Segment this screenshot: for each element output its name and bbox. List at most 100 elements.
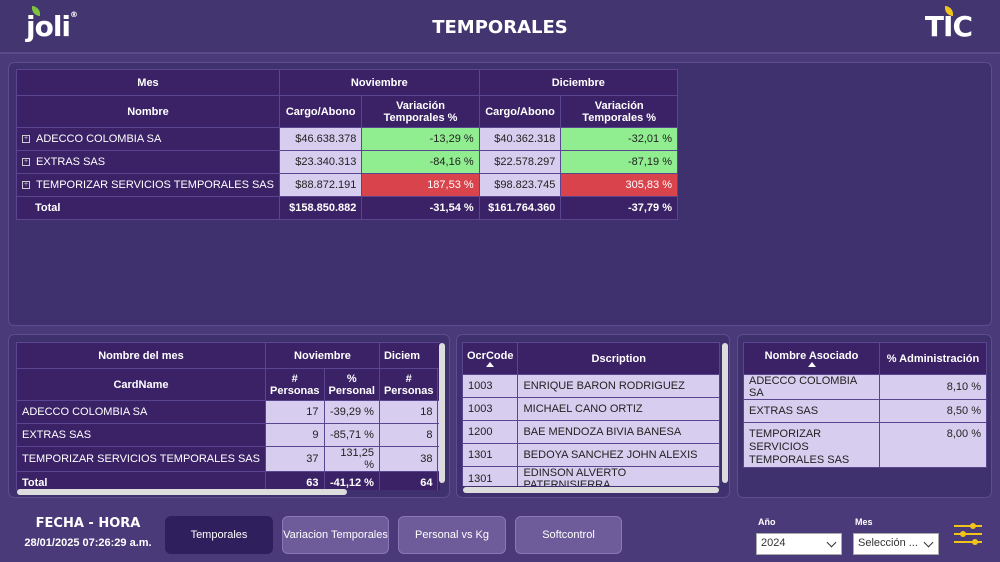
total-label: Total [16, 196, 280, 220]
cell-personas: 18 [378, 400, 439, 424]
cell-code: 1003 [462, 374, 519, 398]
cell-desc: MICHAEL CANO ORTIZ [517, 397, 720, 421]
cell-personas: 9 [264, 423, 325, 447]
cell-variacion: -84,16 % [361, 150, 480, 174]
header-description[interactable]: Dscription [517, 342, 720, 375]
cell-personas: 38 [378, 446, 439, 472]
month-slicer[interactable]: Selección ... [853, 533, 939, 555]
nav-softcontrol-button[interactable]: Softcontrol [515, 516, 622, 554]
sort-ascending-icon[interactable] [486, 362, 495, 367]
total-personas: 64 [378, 471, 439, 490]
filter-settings-icon[interactable] [954, 522, 982, 546]
cell-name: ADECCO COLOMBIA SA [743, 374, 880, 400]
personas-viewport[interactable]: Nombre del mes Noviembre Diciem CardName… [16, 342, 440, 490]
header-nombre[interactable]: Nombre [16, 95, 280, 128]
total-cargo: $158.850.882 [278, 196, 363, 220]
horizontal-scrollbar[interactable] [463, 487, 719, 493]
header-month-dic[interactable]: Diciembre [478, 69, 679, 96]
total-pct [437, 471, 440, 490]
cell-variacion: 187,53 % [361, 173, 480, 197]
table-row[interactable]: + EXTRAS SAS $23.340.313 -84,16 % $22.578… [16, 150, 678, 174]
datetime-display: FECHA - HORA 28/01/2025 07:26:29 a.m. [18, 516, 158, 549]
cell-variacion: -13,29 % [361, 127, 480, 151]
cell-desc: ENRIQUE BARON RODRIGUEZ [517, 374, 720, 398]
cell-personas: 17 [264, 400, 325, 424]
header-personas-dic[interactable]: # Personas [378, 368, 439, 401]
expand-icon[interactable]: + [22, 135, 30, 144]
datetime-value: 28/01/2025 07:26:29 a.m. [24, 537, 152, 549]
cell-cargo: $46.638.378 [278, 127, 363, 151]
header-variacion-dic[interactable]: Variación Temporales % [560, 95, 678, 128]
cell-pct: -39,29 % [323, 400, 380, 424]
table-row[interactable]: 1301 EDINSON ALVERTO PATERNISIERRA [462, 466, 720, 486]
cell-name: TEMPORIZAR SERVICIOS TEMPORALES SAS [743, 422, 880, 468]
table-row[interactable]: 1301 BEDOYA SANCHEZ JOHN ALEXIS [462, 443, 720, 467]
table-row[interactable]: EXTRAS SAS 8,50 % [743, 399, 987, 423]
table-row[interactable]: + TEMPORIZAR SERVICIOS TEMPORALES SAS $88… [16, 173, 678, 197]
nav-variacion-temporales-button[interactable]: Variacion Temporales [282, 516, 389, 554]
vertical-scrollbar[interactable] [439, 343, 445, 483]
table-row[interactable]: ADECCO COLOMBIA SA 17 -39,29 % 18 [16, 400, 440, 424]
administracion-panel: Nombre Asociado % Administración ADECCO … [737, 334, 992, 498]
cell-personas: 37 [264, 446, 325, 472]
cell-name: EXTRAS SAS [743, 399, 880, 423]
page-title: TEMPORALES [432, 17, 568, 38]
table-row[interactable]: 1003 ENRIQUE BARON RODRIGUEZ [462, 374, 720, 398]
ocr-panel: OcrCode Dscription 1003 ENRIQUE BARON RO… [456, 334, 730, 498]
nav-personal-vs-kg-button[interactable]: Personal vs Kg [398, 516, 506, 554]
expand-icon[interactable]: + [22, 181, 30, 190]
nav-temporales-button[interactable]: Temporales [165, 516, 273, 554]
cell-desc: EDINSON ALVERTO PATERNISIERRA [517, 466, 720, 486]
header-month-nov[interactable]: Noviembre [264, 342, 380, 369]
cargo-variacion-panel: Mes Noviembre Diciembre Nombre Cargo/Abo… [8, 62, 992, 326]
header-cargo-dic[interactable]: Cargo/Abono [478, 95, 562, 128]
header-ocrcode[interactable]: OcrCode [462, 342, 519, 375]
cell-code: 1003 [462, 397, 519, 421]
horizontal-scrollbar[interactable] [17, 489, 347, 495]
header-cardname[interactable]: CardName [16, 368, 266, 401]
header-month-nov[interactable]: Noviembre [278, 69, 480, 96]
cell-desc: BEDOYA SANCHEZ JOHN ALEXIS [517, 443, 720, 467]
cell-variacion: 305,83 % [560, 173, 678, 197]
year-slicer[interactable]: 2024 [756, 533, 842, 555]
table-row[interactable]: TEMPORIZAR SERVICIOS TEMPORALES SAS 8,00… [743, 422, 987, 468]
header-variacion-nov[interactable]: Variación Temporales % [361, 95, 480, 128]
personas-matrix: Nombre del mes Noviembre Diciem CardName… [16, 342, 440, 490]
header-personas-nov[interactable]: # Personas [264, 368, 325, 401]
cell-cargo: $88.872.191 [278, 173, 363, 197]
sort-ascending-icon[interactable] [807, 362, 816, 367]
header-administracion[interactable]: % Administración [879, 342, 987, 375]
header-nombre-mes[interactable]: Nombre del mes [16, 342, 266, 369]
row-name: ADECCO COLOMBIA SA [36, 133, 162, 145]
header-ocrcode-label: OcrCode [467, 350, 514, 362]
header-pct-nov[interactable]: % Personal [323, 368, 380, 401]
header-nombre-asociado-label: Nombre Asociado [764, 350, 859, 362]
tic-logo: TIC [925, 6, 973, 43]
header-mes[interactable]: Mes [16, 69, 280, 96]
table-row[interactable]: + ADECCO COLOMBIA SA $46.638.378 -13,29 %… [16, 127, 678, 151]
month-slicer-label: Mes [855, 517, 873, 527]
cell-pct: -85,71 % [323, 423, 380, 447]
table-row[interactable]: 1003 MICHAEL CANO ORTIZ [462, 397, 720, 421]
cell-pct: 8,50 % [879, 399, 987, 423]
table-row[interactable]: 1200 BAE MENDOZA BIVIA BANESA [462, 420, 720, 444]
leaf-icon [32, 6, 40, 16]
vertical-scrollbar[interactable] [722, 343, 728, 483]
cell-cargo: $23.340.313 [278, 150, 363, 174]
table-row[interactable]: ADECCO COLOMBIA SA 8,10 % [743, 374, 987, 400]
total-row: Total 63 -41,12 % 64 [16, 471, 440, 490]
datetime-label: FECHA - HORA [35, 516, 141, 531]
header-month-dic[interactable]: Diciem [378, 342, 440, 369]
table-row[interactable]: TEMPORIZAR SERVICIOS TEMPORALES SAS 37 1… [16, 446, 440, 472]
logo-mark: ® [70, 10, 78, 19]
cell-desc: BAE MENDOZA BIVIA BANESA [517, 420, 720, 444]
cell-variacion: -87,19 % [560, 150, 678, 174]
table-row[interactable]: EXTRAS SAS 9 -85,71 % 8 [16, 423, 440, 447]
cell-pct: 8,10 % [879, 374, 987, 400]
expand-icon[interactable]: + [22, 158, 30, 167]
header-nombre-asociado[interactable]: Nombre Asociado [743, 342, 880, 375]
ocr-viewport[interactable]: OcrCode Dscription 1003 ENRIQUE BARON RO… [462, 342, 720, 486]
row-name: TEMPORIZAR SERVICIOS TEMPORALES SAS [16, 446, 266, 472]
header-cargo-nov[interactable]: Cargo/Abono [278, 95, 363, 128]
row-name: EXTRAS SAS [36, 156, 106, 168]
